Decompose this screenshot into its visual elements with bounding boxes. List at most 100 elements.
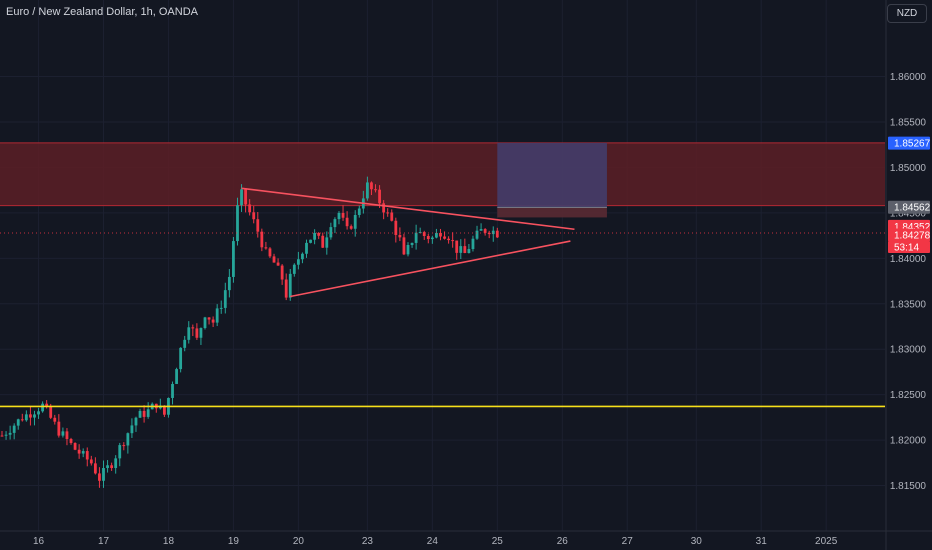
candle-body — [495, 230, 499, 238]
candle-body — [203, 317, 207, 329]
candle-body — [333, 219, 337, 228]
candle-body — [382, 203, 386, 213]
candle-body — [402, 237, 406, 255]
candle-body — [252, 212, 256, 220]
candle-body — [65, 431, 69, 439]
candle-body — [329, 227, 333, 238]
candle-body — [268, 248, 272, 257]
time-tick-label: 27 — [622, 536, 634, 547]
candle-body — [280, 265, 284, 280]
candle-body — [232, 241, 235, 277]
candle-body — [187, 327, 191, 340]
candle-body — [301, 253, 304, 260]
price-tick-label: 1.82500 — [890, 390, 927, 401]
candle-body — [357, 208, 361, 215]
candle-body — [8, 432, 12, 435]
candle-body — [305, 242, 308, 254]
price-tick-label: 1.83000 — [890, 345, 927, 356]
candle-body — [77, 449, 81, 454]
candle-body — [236, 205, 239, 242]
price-tick-label: 1.81500 — [890, 481, 927, 492]
time-axis-bg — [0, 531, 932, 550]
candle-body — [455, 240, 459, 253]
candle-body — [211, 319, 215, 323]
candle-body — [223, 290, 227, 308]
time-tick-label: 26 — [557, 536, 569, 547]
price-label: 1.85267 — [894, 139, 931, 150]
candle-body — [81, 451, 85, 454]
candle-body — [12, 425, 16, 433]
candle-body — [122, 445, 126, 447]
candle-body — [353, 214, 357, 229]
candle-body — [179, 347, 183, 370]
candle-body — [479, 229, 483, 231]
price-axis[interactable]: 1.81500 1.82000 1.82500 1.83000 1.83500 1.840… — [886, 0, 932, 550]
candle-body — [491, 230, 495, 235]
candle-body — [175, 369, 178, 384]
triangle-upper-line[interactable] — [241, 187, 575, 231]
candle-body — [447, 238, 450, 241]
price-label-box — [888, 136, 930, 150]
candle-body — [207, 317, 211, 320]
candle-body — [410, 242, 414, 245]
candle-body — [146, 409, 150, 417]
candle-body — [110, 465, 114, 469]
resistance-zone — [0, 142, 885, 207]
candle-body — [93, 463, 97, 474]
price-axis-bg — [886, 0, 932, 550]
candle-body — [288, 273, 292, 298]
price-tick-label: 1.84000 — [890, 254, 927, 265]
candle-body — [471, 238, 475, 250]
candle-body — [29, 414, 32, 418]
candle-body — [33, 414, 36, 418]
candle-body — [171, 383, 174, 398]
candle-body — [142, 410, 146, 417]
time-tick-label: 25 — [492, 536, 504, 547]
chart-grid — [0, 0, 885, 531]
currency-selector[interactable]: NZD — [887, 4, 927, 23]
position-stop-box[interactable] — [497, 207, 607, 218]
candle-body — [337, 212, 341, 220]
candle-body — [264, 247, 268, 249]
candle-body — [475, 230, 479, 239]
candle-body — [386, 212, 390, 214]
price-tick-label: 1.83500 — [890, 299, 927, 310]
candle-body — [89, 459, 93, 464]
candle-body — [435, 232, 438, 238]
candlestick-series — [0, 176, 499, 488]
candle-body — [69, 438, 73, 443]
price-label: 1.84562 — [894, 203, 931, 214]
candle-body — [98, 473, 101, 481]
candle-body — [313, 232, 317, 240]
candle-body — [195, 328, 199, 338]
time-tick-label: 31 — [756, 536, 768, 547]
price-tick-label: 1.85000 — [890, 163, 927, 174]
candle-body — [37, 411, 40, 415]
candle-body — [349, 226, 353, 229]
candle-body — [463, 246, 467, 254]
triangle-lower-line[interactable] — [290, 240, 571, 298]
candle-body — [126, 433, 130, 446]
position-target-box[interactable] — [497, 142, 607, 208]
candle-body — [199, 328, 203, 338]
time-tick-label: 2025 — [815, 536, 838, 547]
candle-body — [296, 259, 300, 265]
price-tick-label: 1.84500 — [890, 208, 927, 219]
drawings-layer[interactable] — [0, 142, 885, 408]
candle-body — [366, 182, 369, 199]
candle-body — [483, 229, 487, 233]
candle-body — [292, 264, 296, 274]
candle-body — [272, 256, 276, 263]
time-tick-label: 20 — [293, 536, 305, 547]
countdown-label: 53:14 — [894, 243, 919, 254]
price-tick-label: 1.85500 — [890, 117, 927, 128]
candle-body — [24, 414, 28, 421]
price-tick-label: 1.86000 — [890, 72, 927, 83]
candle-body — [57, 421, 61, 436]
candle-body — [439, 232, 442, 237]
candle-body — [276, 262, 280, 266]
candle-body — [487, 232, 491, 235]
candle-body — [219, 307, 223, 309]
